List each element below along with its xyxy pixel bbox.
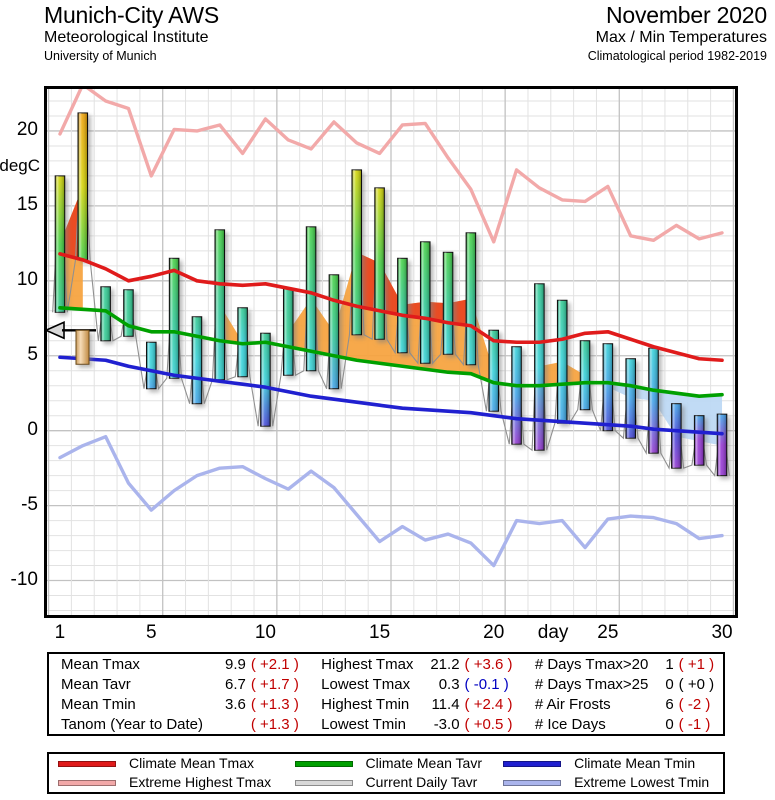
legend-swatch — [494, 754, 570, 773]
legend-row: Climate Mean Tmax Climate Mean Tavr Climat… — [49, 754, 723, 773]
stat-label: Mean Tmin — [61, 695, 136, 713]
institute-name: Meteorological Institute — [44, 29, 209, 46]
header-right-block: November 2020 Max / Min Temperatures Cli… — [588, 2, 767, 65]
y-axis-tick-5: 5 — [27, 343, 38, 365]
stat-value: 0 — [665, 675, 674, 693]
stat-label: # Air Frosts — [534, 695, 611, 713]
stat-label: # Days Tmax>25 — [534, 675, 649, 693]
climate-mean-tmax-line — [58, 252, 724, 363]
stat-anomaly: ( -1 ) — [678, 715, 711, 733]
chart-legend: Climate Mean Tmax Climate Mean Tavr Climat… — [47, 752, 725, 794]
extreme-highest-tmax-line — [58, 86, 724, 244]
stat-value: 0 — [665, 715, 674, 733]
legend-label: Extreme Highest Tmax — [129, 774, 272, 790]
stats-row: Mean Tmax 9.9( +2.1 ) Highest Tmax 21.2( +3… — [49, 654, 723, 674]
station-title: Munich-City AWS — [44, 2, 220, 28]
climate-mean-tmin-line — [58, 355, 724, 436]
stat-value: 0.3 — [438, 675, 460, 693]
x-axis-title: day — [537, 622, 569, 643]
chart-subtitle: Max / Min Temperatures — [595, 29, 767, 46]
stat-value: 6 — [665, 695, 674, 713]
y-axis-tick-10: 10 — [16, 268, 38, 290]
header-left-block: Munich-City AWS Meteorological Institute… — [44, 2, 219, 65]
stat-anomaly: ( +0.5 ) — [464, 715, 513, 733]
x-axis-tick-5: 5 — [145, 622, 157, 643]
climate-period: Climatological period 1982-2019 — [587, 49, 767, 63]
stat-value: 1 — [665, 655, 674, 673]
stat-anomaly: ( -0.1 ) — [464, 675, 509, 693]
temperature-chart — [44, 86, 738, 618]
y-axis-tick-15: 15 — [16, 193, 38, 215]
chart-header: Munich-City AWS Meteorological Institute… — [0, 0, 775, 82]
stat-value: 11.4 — [431, 695, 460, 713]
current-daily-tavr-line — [52, 112, 730, 478]
plot-frame — [44, 86, 738, 618]
stat-label: Mean Tavr — [61, 675, 131, 693]
stat-label: # Days Tmax>20 — [534, 655, 649, 673]
stat-value: 9.9 — [225, 655, 246, 673]
stat-anomaly: ( -2 ) — [678, 695, 711, 713]
monthly-mean-marker — [44, 321, 96, 365]
stat-anomaly: ( +2.1 ) — [250, 655, 299, 673]
stat-value: 3.6 — [225, 695, 246, 713]
x-axis-tick-20: 20 — [483, 622, 505, 643]
x-axis-tick-30: 30 — [711, 622, 733, 643]
legend-label: Climate Mean Tavr — [365, 755, 482, 771]
stat-value: -3.0 — [433, 715, 460, 733]
hot-anomaly-band — [59, 186, 83, 260]
statistics-table: Mean Tmax 9.9( +2.1 ) Highest Tmax 21.2( +3… — [49, 654, 723, 734]
stat-label: Mean Tmax — [61, 655, 140, 673]
stat-value: 21.2 — [430, 655, 460, 673]
legend-label: Climate Mean Tmax — [129, 755, 255, 771]
stat-anomaly: ( +1.7 ) — [250, 675, 299, 693]
stat-label: Highest Tmax — [321, 655, 414, 673]
stat-value — [222, 714, 251, 734]
stat-anomaly: ( +1 ) — [678, 655, 715, 673]
legend-label: Extreme Lowest Tmin — [574, 774, 710, 790]
stat-anomaly: ( +0 ) — [678, 675, 715, 693]
statistics-panel: Mean Tmax 9.9( +2.1 ) Highest Tmax 21.2( +3… — [47, 652, 725, 736]
legend-label: Climate Mean Tmin — [574, 755, 696, 771]
legend-swatch — [49, 754, 125, 773]
stat-label: Lowest Tmax — [321, 675, 411, 693]
university-name: University of Munich — [44, 49, 157, 63]
x-axis-tick-1: 1 — [54, 622, 66, 643]
y-axis-tick-neg5: -5 — [21, 493, 38, 515]
x-axis-tick-15: 15 — [369, 622, 391, 643]
warm-anomaly-band — [288, 252, 494, 383]
y-axis-tick-0: 0 — [27, 418, 38, 440]
legend-swatch — [286, 754, 362, 773]
chart-plot-area — [44, 86, 738, 618]
stats-row: Mean Tmin 3.6( +1.3 ) Highest Tmin 11.4( +2… — [49, 694, 723, 714]
legend-table: Climate Mean Tmax Climate Mean Tavr Climat… — [49, 754, 723, 792]
stat-anomaly: ( +1.3 ) — [250, 715, 299, 733]
legend-swatch — [286, 773, 362, 792]
stat-label: Lowest Tmin — [321, 715, 406, 733]
y-axis-tick-20: 20 — [16, 118, 38, 140]
daily-temperature-bars — [54, 112, 728, 477]
extreme-lowest-tmin-line — [58, 434, 724, 568]
warm-anomaly-band — [219, 304, 243, 344]
legend-swatch — [49, 773, 125, 792]
cold-anomaly-band — [607, 382, 723, 446]
stat-anomaly: ( +3.6 ) — [464, 655, 513, 673]
legend-label: Current Daily Tavr — [365, 774, 478, 790]
stat-label: Highest Tmin — [321, 695, 410, 713]
x-axis-tick-25: 25 — [597, 622, 619, 643]
stat-anomaly: ( +1.3 ) — [250, 695, 299, 713]
stat-label: Tanom (Year to Date) — [61, 715, 204, 733]
stat-value: 6.7 — [225, 675, 246, 693]
period-title: November 2020 — [605, 2, 767, 28]
y-axis-unit-label: degC — [0, 155, 40, 175]
x-axis-tick-10: 10 — [254, 622, 276, 643]
legend-swatch — [494, 773, 570, 792]
climate-mean-tavr-line — [58, 305, 724, 399]
stat-label: # Ice Days — [534, 715, 606, 733]
stats-row: Mean Tavr 6.7( +1.7 ) Lowest Tmax 0.3( -0.1… — [49, 674, 723, 694]
legend-row: Extreme Highest Tmax Current Daily Tavr Ex… — [49, 773, 723, 792]
stat-anomaly: ( +2.4 ) — [464, 695, 513, 713]
stats-row: Tanom (Year to Date) ( +1.3 ) Lowest Tmin -… — [49, 714, 723, 734]
y-axis-tick-neg10: -10 — [10, 568, 38, 590]
